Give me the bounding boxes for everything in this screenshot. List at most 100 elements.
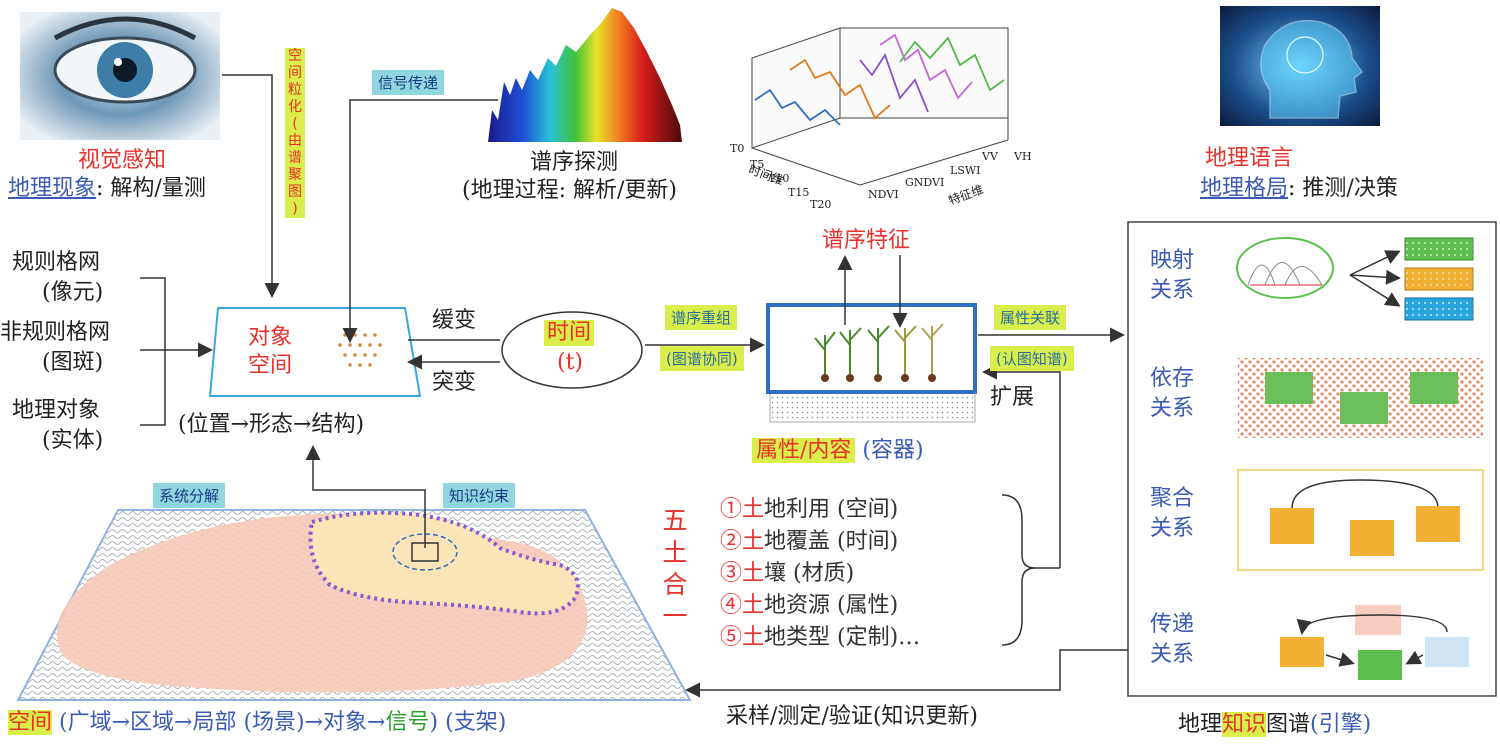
spatial-gran-char: 粒 xyxy=(288,82,302,98)
bottom-frame: (支架) xyxy=(445,710,507,735)
input-connectors xyxy=(140,277,213,426)
spatial-gran-char: ( xyxy=(292,116,298,132)
geo-lang-sub: 地理格局: 推测/决策 xyxy=(1200,176,1398,202)
kg-pre: 地理 xyxy=(1178,712,1223,737)
input-item-label: 规则格网 xyxy=(12,250,101,275)
spatial-gran-char: 间 xyxy=(288,65,302,81)
five-soil-title-char: 一 xyxy=(662,602,688,631)
chart-time-tick: T5 xyxy=(750,158,765,171)
relation-label: 传递 xyxy=(1150,612,1195,637)
chart-feature-tick: VH xyxy=(1014,150,1032,163)
five-soil-title-char: 土 xyxy=(662,538,688,567)
five-soil-item: ③土壤 (材质) xyxy=(720,561,855,586)
vision-title: 视觉感知 xyxy=(78,148,167,173)
kg-post: 图谱 xyxy=(1266,712,1311,737)
spectral-3d-chart xyxy=(751,27,1009,186)
map-arrows xyxy=(305,445,1128,698)
spectral-recombination-tag: 谱序重组 xyxy=(665,305,738,330)
vision-sub-blue: 地理现象 xyxy=(8,176,97,201)
spectrum-sub: (地理过程: 解析/更新) xyxy=(462,178,677,203)
container-box xyxy=(766,303,977,423)
chart-feature-tick: LSWI xyxy=(950,164,981,177)
kg-highlight: 知识 xyxy=(1222,712,1267,737)
knowledge-graph-caption: 地理知识图谱(引擎) xyxy=(1178,712,1371,738)
attribute-link-tag: 属性关联 xyxy=(994,305,1067,330)
spatial-gran-char: 化 xyxy=(288,99,302,115)
input-item-label: 非规则格网 xyxy=(0,320,111,345)
relation-label-sub: 关系 xyxy=(1150,642,1195,667)
vision-sub-rest: : 解构/量测 xyxy=(96,176,206,201)
bottom-signal: 信号 xyxy=(385,710,430,735)
slow-change-label: 缓变 xyxy=(432,308,477,333)
vision-sub: 地理现象: 解构/量测 xyxy=(8,176,206,202)
chart-feature-tick: NDVI xyxy=(868,188,899,201)
input-item-sub: (图斑) xyxy=(42,350,104,375)
spatial-gran-char: 聚 xyxy=(288,167,302,183)
time-arrows xyxy=(407,337,765,370)
spectrum-curve xyxy=(488,8,682,142)
spectrum-title: 谱序探测 xyxy=(530,150,619,175)
head-image xyxy=(1220,6,1380,126)
eye-image xyxy=(20,12,220,140)
bottom-p1: (广域→区域→局部 (场景)→对象→ xyxy=(59,710,386,735)
bottom-caption: 空间 (广域→区域→局部 (场景)→对象→信号) (支架) xyxy=(8,710,506,736)
map-spectrum-synergy-tag: (图谱协同) xyxy=(660,346,744,371)
container-cont: (容器) xyxy=(862,438,924,463)
chart-time-tick: T15 xyxy=(788,186,810,199)
time-label: 时间 xyxy=(544,320,595,347)
kg-engine: (引擎) xyxy=(1310,712,1372,737)
system-decomposition-tag: 系统分解 xyxy=(153,483,226,508)
signal-tag: 信号传递 xyxy=(372,70,445,95)
five-soil-item: ⑤土地类型 (定制)… xyxy=(720,625,921,650)
relation-label: 映射 xyxy=(1150,248,1195,273)
relation-label: 聚合 xyxy=(1150,486,1195,511)
five-soil-item: ④土地资源 (属性) xyxy=(720,593,899,618)
five-soil-brace xyxy=(1001,494,1036,646)
geo-lang-sub-rest: : 推测/决策 xyxy=(1288,176,1398,201)
five-soil-item: ①土地利用 (空间) xyxy=(720,497,899,522)
object-space-caption: (位置→形态→结构) xyxy=(178,412,365,437)
chart-time-tick: T0 xyxy=(730,142,745,155)
geo-lang-title: 地理语言 xyxy=(1205,146,1294,171)
container-attr: 属性/内容 xyxy=(752,438,856,463)
object-space-l2: 空间 xyxy=(248,353,293,378)
spectral-feature-label: 谱序特征 xyxy=(822,228,911,253)
five-soil-title-char: 合 xyxy=(662,570,688,599)
five-soil-title-char: 五 xyxy=(662,506,688,535)
bottom-space: 空间 xyxy=(8,710,53,735)
input-item-label: 地理对象 xyxy=(12,398,101,423)
dependency-relation xyxy=(1238,358,1483,438)
expand-label: 扩展 xyxy=(990,385,1035,410)
chart-feature-tick: GNDVI xyxy=(905,176,945,189)
chart-time-tick: T10 xyxy=(768,172,790,185)
know-map-tag: (认图知谱) xyxy=(990,346,1074,371)
relation-label-sub: 关系 xyxy=(1150,278,1195,303)
spatial-gran-char: 由 xyxy=(288,133,302,149)
knowledge-constraint-tag: 知识约束 xyxy=(443,483,516,508)
relation-label-sub: 关系 xyxy=(1150,516,1195,541)
sampling-label: 采样/测定/验证(知识更新) xyxy=(726,704,978,729)
spatial-gran-char: 图 xyxy=(288,184,302,200)
five-soil-item: ②土地覆盖 (时间) xyxy=(720,529,899,554)
bottom-p2: ) xyxy=(429,710,439,735)
abrupt-change-label: 突变 xyxy=(432,370,477,395)
object-space-box xyxy=(208,307,422,397)
relation-label: 依存 xyxy=(1150,366,1195,391)
mapping-relation xyxy=(1236,237,1474,321)
plants xyxy=(814,323,944,382)
time-t-label: (t) xyxy=(557,350,584,375)
chart-time-tick: T20 xyxy=(810,198,832,211)
spatial-gran-char: 空 xyxy=(288,48,302,64)
spatial-granulation-tag: 空间粒化(由谱聚图) xyxy=(285,48,305,218)
input-item-sub: (像元) xyxy=(42,280,104,305)
transfer-relation xyxy=(1280,605,1469,680)
input-item-sub: (实体) xyxy=(42,428,104,453)
feature-arrows xyxy=(837,255,1125,568)
chart-feature-tick: VV xyxy=(982,150,998,163)
spatial-gran-char: 谱 xyxy=(288,150,302,166)
regional-map xyxy=(16,509,692,701)
top-connectors xyxy=(222,74,498,343)
object-space-l1: 对象 xyxy=(248,325,293,350)
time-ellipse xyxy=(501,311,643,389)
